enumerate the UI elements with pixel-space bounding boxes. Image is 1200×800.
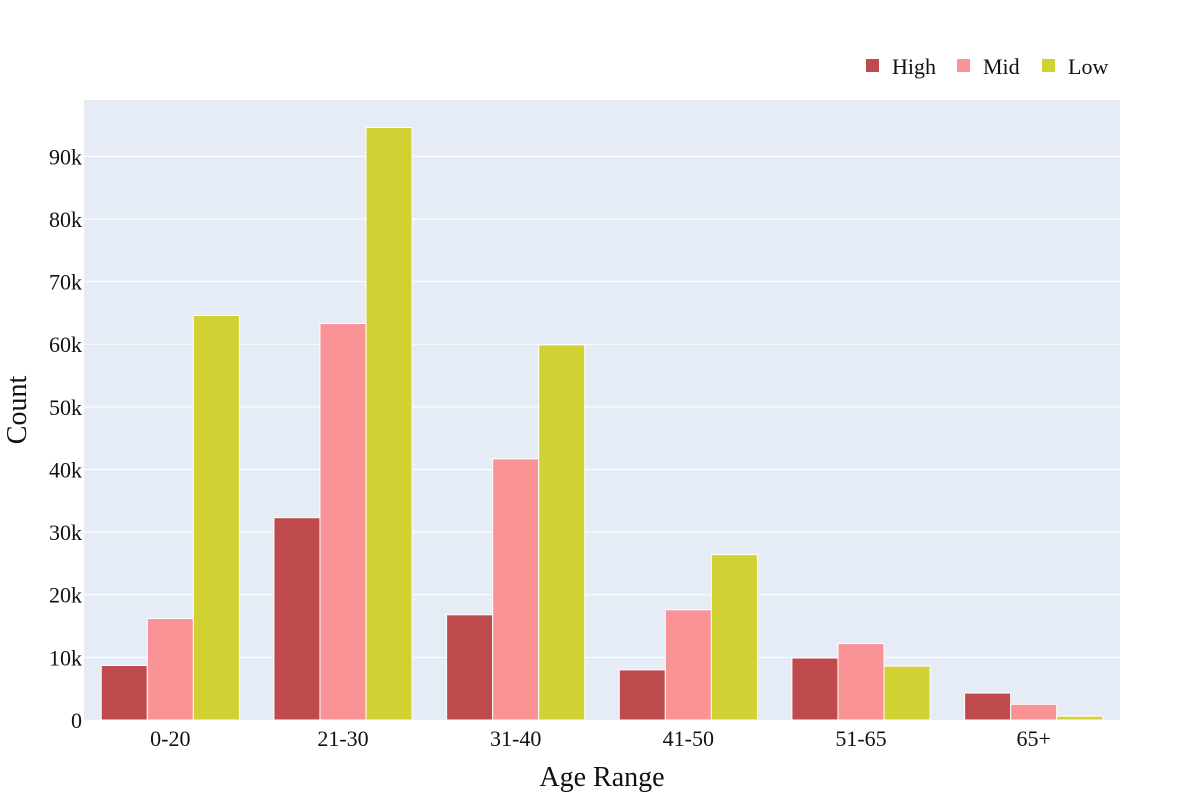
y-tick-label: 10k xyxy=(49,645,82,670)
bar-high-41-50 xyxy=(618,669,666,721)
y-tick-label: 0 xyxy=(71,708,82,733)
y-axis-title: Count xyxy=(2,376,33,445)
legend-swatch xyxy=(957,59,970,72)
x-tick-label: 21-30 xyxy=(317,726,368,751)
bar-low-65+ xyxy=(1056,715,1104,721)
bar-high-31-40 xyxy=(446,614,494,721)
bar-low-31-40 xyxy=(538,344,586,721)
y-tick-label: 70k xyxy=(49,270,82,295)
bar-high-65+ xyxy=(964,692,1012,721)
bar-high-21-30 xyxy=(273,517,321,721)
x-tick-label: 0-20 xyxy=(150,726,190,751)
legend: High Mid Low xyxy=(866,54,1108,79)
plot-area xyxy=(84,100,1120,720)
legend-label: Low xyxy=(1068,54,1108,79)
bar-high-0-20 xyxy=(100,665,148,721)
bar-mid-51-65 xyxy=(837,643,885,721)
y-tick-label: 80k xyxy=(49,207,82,232)
legend-swatch xyxy=(866,59,879,72)
y-tick-label: 90k xyxy=(49,144,82,169)
y-tick-label: 50k xyxy=(49,395,82,420)
x-axis-ticks: 0-20 21-30 31-40 41-50 51-65 65+ xyxy=(150,726,1051,751)
legend-label: High xyxy=(892,54,936,79)
y-tick-label: 40k xyxy=(49,457,82,482)
legend-item-mid[interactable]: Mid xyxy=(957,54,1020,79)
y-tick-label: 30k xyxy=(49,520,82,545)
legend-item-high[interactable]: High xyxy=(866,54,936,79)
x-tick-label: 65+ xyxy=(1016,726,1050,751)
bar-low-51-65 xyxy=(883,665,931,721)
bars xyxy=(100,127,1104,721)
y-axis-ticks: 0 10k 20k 30k 40k 50k 60k 70k 80k 90k xyxy=(49,144,82,733)
legend-item-low[interactable]: Low xyxy=(1042,54,1108,79)
gridlines xyxy=(84,155,1120,658)
y-tick-label: 60k xyxy=(49,332,82,357)
bar-mid-21-30 xyxy=(319,323,367,721)
x-tick-label: 51-65 xyxy=(835,726,886,751)
x-tick-label: 41-50 xyxy=(663,726,714,751)
bar-low-0-20 xyxy=(192,314,240,721)
y-tick-label: 20k xyxy=(49,583,82,608)
x-tick-label: 31-40 xyxy=(490,726,541,751)
legend-label: Mid xyxy=(983,54,1020,79)
legend-swatch xyxy=(1042,59,1055,72)
bar-mid-31-40 xyxy=(492,458,540,721)
bar-high-51-65 xyxy=(791,657,839,721)
bar-low-41-50 xyxy=(710,554,758,721)
bar-low-21-30 xyxy=(365,127,413,721)
x-axis-title: Age Range xyxy=(539,762,664,793)
bar-mid-65+ xyxy=(1010,703,1058,721)
bar-mid-0-20 xyxy=(146,618,194,721)
bar-mid-41-50 xyxy=(664,609,712,721)
